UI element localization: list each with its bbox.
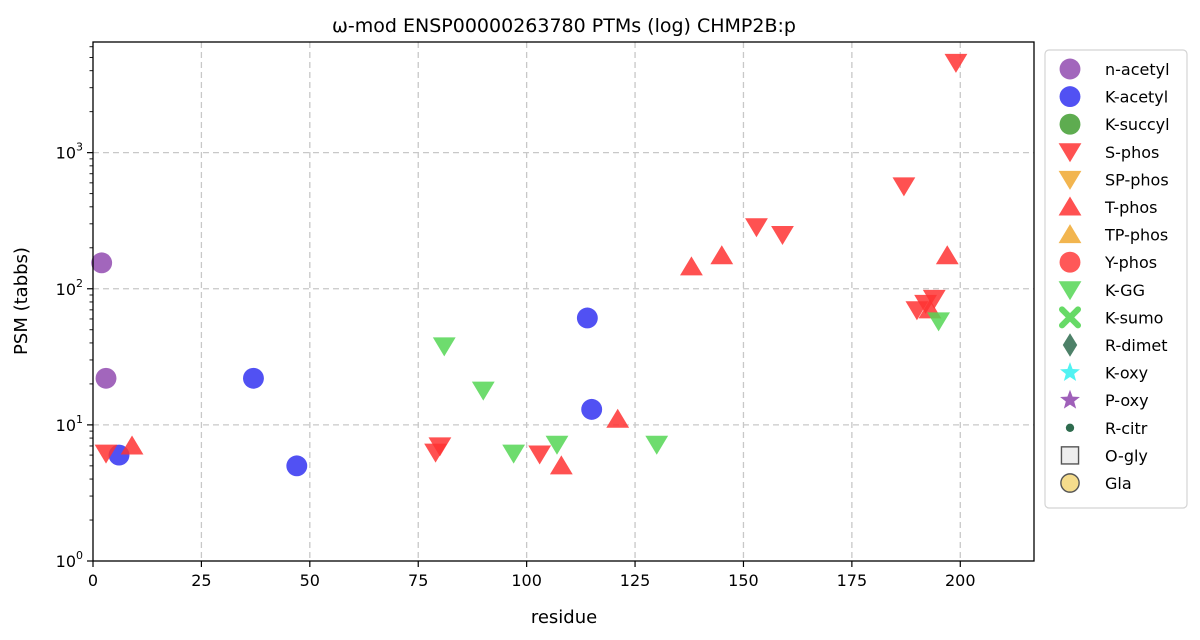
point-T-phos	[120, 435, 144, 455]
y-tick-label: 100	[56, 549, 83, 571]
legend-marker-n-acetyl	[1059, 58, 1081, 80]
legend-label: TP-phos	[1104, 226, 1168, 245]
x-axis-label: residue	[531, 607, 597, 628]
grid-layer	[93, 42, 1034, 561]
point-T-phos	[680, 256, 703, 276]
point-T-phos	[710, 245, 734, 265]
chart-title: ω-mod ENSP00000263780 PTMs (log) CHMP2B:…	[332, 15, 796, 37]
plot-frame	[92, 41, 1035, 562]
legend-label: K-acetyl	[1105, 88, 1168, 107]
legend-marker-P-oxy	[1060, 389, 1080, 409]
point-K-acetyl	[581, 398, 603, 420]
x-tick-label: 150	[728, 571, 759, 590]
point-T-phos	[606, 408, 630, 428]
x-tick-label: 50	[300, 571, 320, 590]
point-S-phos	[922, 289, 946, 309]
legend-marker-K-GG	[1058, 281, 1082, 301]
legend-label: K-succyl	[1105, 115, 1170, 134]
point-K-GG	[471, 381, 495, 401]
x-tick-label: 75	[408, 571, 428, 590]
legend-label: SP-phos	[1105, 170, 1169, 189]
legend-label: R-citr	[1105, 419, 1148, 438]
legend-label: n-acetyl	[1105, 60, 1170, 79]
y-tick-label: 102	[56, 277, 83, 299]
legend-label: P-oxy	[1105, 391, 1149, 410]
legend-label: K-sumo	[1105, 308, 1163, 327]
legend-box	[1044, 49, 1188, 509]
x-tick-label: 100	[511, 571, 542, 590]
y-tick-label: 103	[56, 141, 83, 163]
legend-marker-K-succyl	[1059, 113, 1081, 135]
legend-marker-TP-phos	[1058, 224, 1082, 244]
legend-marker-K-oxy	[1060, 362, 1080, 382]
point-K-GG	[502, 444, 526, 464]
y-axis-label: PSM (tabbs)	[11, 247, 32, 355]
y-tick-label: 101	[56, 413, 83, 435]
point-K-GG	[927, 312, 950, 332]
point-S-phos	[94, 444, 118, 464]
point-K-GG	[545, 435, 569, 455]
point-T-phos	[549, 455, 573, 475]
legend-label: R-dimet	[1105, 336, 1168, 355]
point-K-acetyl	[242, 367, 264, 389]
point-S-phos	[428, 437, 452, 457]
point-K-acetyl	[576, 307, 598, 329]
x-tick-label: 125	[620, 571, 651, 590]
x-tick-label: 200	[945, 571, 976, 590]
point-S-phos	[771, 226, 794, 246]
point-K-GG	[645, 435, 669, 455]
legend-label: T-phos	[1104, 198, 1158, 217]
points-layer	[91, 53, 968, 477]
point-n-acetyl	[95, 367, 117, 389]
point-S-phos	[528, 445, 552, 465]
legend-label: S-phos	[1105, 143, 1159, 162]
point-S-phos	[892, 177, 916, 197]
x-tick-label: 25	[191, 571, 211, 590]
point-S-phos	[944, 53, 968, 73]
legend-marker-R-citr	[1065, 423, 1075, 432]
legend-label: Y-phos	[1104, 253, 1157, 272]
legend-marker-K-acetyl	[1059, 86, 1081, 108]
legend-marker-Gla	[1060, 473, 1080, 493]
legend-marker-O-gly	[1060, 446, 1080, 465]
legend-marker-SP-phos	[1058, 170, 1082, 190]
x-tick-label: 0	[88, 571, 98, 590]
legend-marker-Y-phos	[1059, 251, 1081, 273]
legend-marker-R-dimet	[1062, 333, 1078, 357]
point-K-acetyl	[286, 455, 308, 477]
legend-marker-T-phos	[1058, 196, 1082, 216]
legend-label: K-oxy	[1105, 364, 1148, 383]
x-tick-label: 175	[837, 571, 868, 590]
point-n-acetyl	[91, 252, 113, 274]
legend-marker-K-sumo	[1058, 306, 1082, 329]
point-T-phos	[935, 245, 959, 265]
legend: n-acetyl K-acetyl K-succyl S-phos SP-phos T-p…	[1044, 49, 1188, 509]
legend-label: K-GG	[1105, 281, 1145, 300]
axes-layer: 0 25 50 75 100 125 150 175 200 100 101 102 103	[56, 46, 976, 590]
legend-label: Gla	[1105, 474, 1132, 493]
point-S-phos	[745, 218, 768, 238]
point-K-GG	[432, 337, 456, 357]
legend-label: O-gly	[1105, 446, 1148, 465]
legend-marker-S-phos	[1058, 143, 1082, 163]
